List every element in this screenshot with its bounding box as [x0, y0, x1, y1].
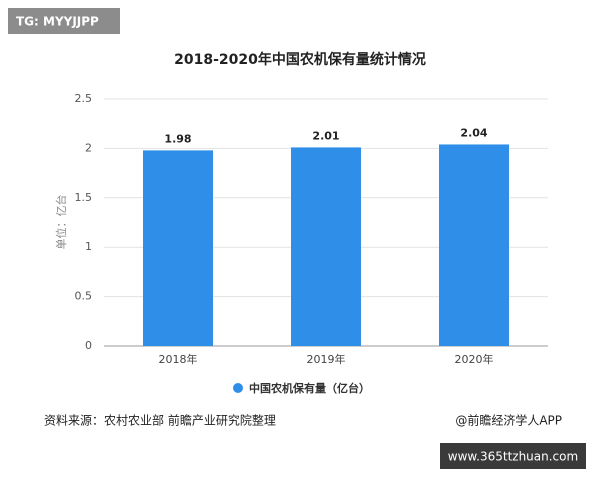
y-tick-label: 1.5	[75, 191, 93, 204]
source: 资料来源：农村农业部 前瞻产业研究院整理	[44, 413, 276, 428]
data-label: 2.04	[460, 126, 487, 139]
bar	[291, 147, 361, 346]
tag-box	[8, 8, 120, 34]
url: www.365ttzhuan.com	[448, 450, 578, 464]
data-label: 1.98	[164, 132, 191, 145]
chart-title: 2018-2020年中国农机保有量统计情况	[174, 51, 426, 68]
y-axis-label: 单位：亿台	[54, 195, 68, 250]
legend-marker	[233, 383, 243, 393]
y-tick-label: 0	[85, 339, 92, 352]
bar	[143, 150, 213, 346]
bar	[439, 144, 509, 346]
x-tick-label: 2019年	[307, 352, 346, 366]
tag: TG: MYYJJPP	[16, 15, 99, 29]
y-tick-label: 2	[85, 141, 92, 154]
x-tick-label: 2020年	[455, 352, 494, 366]
legend-label: 中国农机保有量（亿台）	[249, 381, 370, 395]
y-tick-label: 2.5	[75, 92, 93, 105]
data-label: 2.01	[312, 129, 339, 142]
url-box	[440, 443, 586, 469]
x-tick-label: 2018年	[159, 352, 198, 366]
credit: @前瞻经济学人APP	[455, 413, 562, 428]
y-tick-label: 0.5	[75, 290, 93, 303]
y-tick-label: 1	[85, 240, 92, 253]
